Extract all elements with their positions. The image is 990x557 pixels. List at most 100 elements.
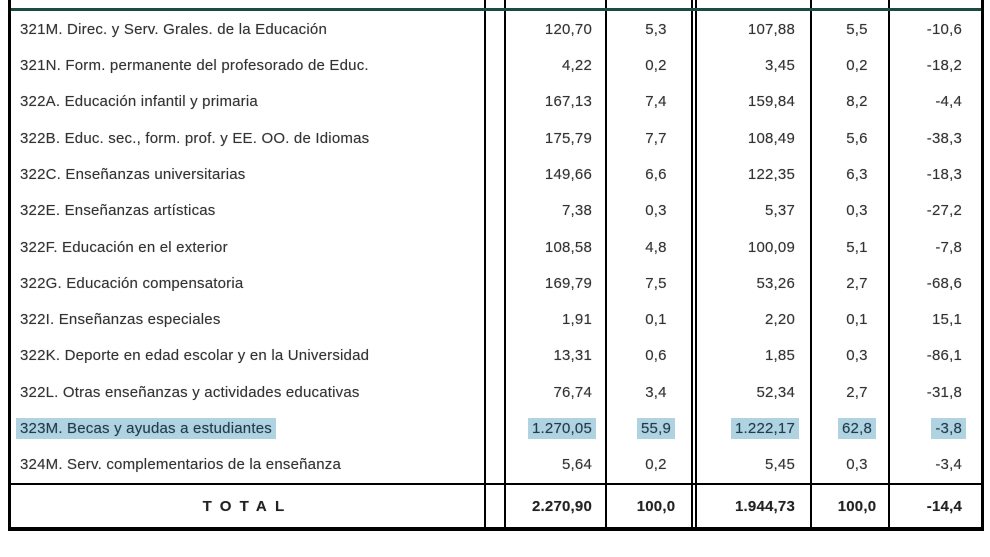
variation-value: -68,6 bbox=[926, 274, 962, 292]
amount-year2-value: 1,85 bbox=[765, 347, 795, 365]
amount-year1-value: 167,13 bbox=[544, 93, 592, 111]
percent-year2-value: 0,3 bbox=[846, 202, 868, 220]
percent-year1-cell: 3,4 bbox=[605, 374, 691, 411]
amount-year2-value: 159,84 bbox=[747, 93, 795, 111]
amount-year1-value: 5,64 bbox=[562, 456, 592, 474]
spacer-cell bbox=[484, 301, 504, 338]
percent-year1-cell: 55,9 bbox=[605, 410, 691, 447]
table-row: 322L. Otras enseñanzas y actividades edu… bbox=[11, 374, 981, 411]
amount-year2-cell: 100,09 bbox=[691, 228, 810, 266]
amount-year1-value: 108,58 bbox=[544, 238, 592, 256]
percent-year2-value: 5,5 bbox=[846, 20, 868, 38]
percent-year2-value: 0,3 bbox=[846, 347, 868, 365]
percent-year2-cell: 2,7 bbox=[810, 265, 888, 302]
amount-year1-cell: 13,31 bbox=[504, 337, 605, 375]
percent-year1-value: 0,6 bbox=[645, 347, 667, 365]
program-label: 323M. Becas y ayudas a estudiantes bbox=[16, 418, 276, 440]
variation-cell: 15,1 bbox=[888, 301, 981, 338]
amount-year1-cell: 149,66 bbox=[504, 156, 605, 193]
program-label-cell: 324M. Serv. complementarios de la enseña… bbox=[11, 447, 484, 483]
percent-year2-value: 8,2 bbox=[846, 93, 868, 111]
spacer-cell bbox=[484, 192, 504, 229]
variation-value: -7,8 bbox=[935, 238, 962, 256]
amount-year2-cell: 53,26 bbox=[691, 265, 810, 302]
program-label-cell: 322L. Otras enseñanzas y actividades edu… bbox=[11, 374, 484, 410]
table-row: 322G. Educación compensatoria 169,79 7,5… bbox=[11, 265, 981, 302]
percent-year2-cell: 6,3 bbox=[810, 156, 888, 193]
amount-year1-cell: 175,79 bbox=[504, 119, 605, 157]
amount-year2-value: 52,34 bbox=[756, 383, 795, 401]
percent-year1-value: 7,7 bbox=[645, 129, 667, 147]
program-label-cell: 322C. Enseñanzas universitarias bbox=[11, 156, 484, 192]
percent-year1-value: 0,2 bbox=[645, 56, 667, 74]
variation-value: -86,1 bbox=[926, 347, 962, 365]
table-row: 321N. Form. permanente del profesorado d… bbox=[11, 47, 981, 84]
table-row: 322A. Educación infantil y primaria 167,… bbox=[11, 83, 981, 120]
spacer-cell bbox=[484, 374, 504, 411]
amount-year2-cell: 5,45 bbox=[691, 446, 810, 484]
program-label-cell: 321M. Direc. y Serv. Grales. de la Educa… bbox=[11, 11, 484, 47]
total-amount-year1: 2.270,90 bbox=[504, 485, 605, 527]
amount-year2-cell: 122,35 bbox=[691, 156, 810, 193]
amount-year2-value: 5,37 bbox=[765, 202, 795, 220]
amount-year2-value: 2,20 bbox=[765, 311, 795, 329]
percent-year2-cell: 2,7 bbox=[810, 374, 888, 411]
spacer-cell bbox=[484, 228, 504, 266]
percent-year1-cell: 4,8 bbox=[605, 228, 691, 266]
header-fragment-cell bbox=[484, 0, 504, 8]
amount-year1-cell: 1,91 bbox=[504, 301, 605, 338]
table-row: 322I. Enseñanzas especiales 1,91 0,1 2,2… bbox=[11, 301, 981, 338]
amount-year1-cell: 76,74 bbox=[504, 374, 605, 411]
header-fragment-cell bbox=[691, 0, 810, 8]
variation-value: -3,8 bbox=[931, 418, 966, 440]
total-percent-year1: 100,0 bbox=[605, 485, 691, 527]
program-label-cell: 323M. Becas y ayudas a estudiantes bbox=[11, 410, 484, 446]
header-fragment-cell bbox=[810, 0, 888, 8]
program-label: 322C. Enseñanzas universitarias bbox=[20, 165, 246, 183]
spacer-cell bbox=[484, 119, 504, 157]
variation-cell: -18,3 bbox=[888, 156, 981, 193]
amount-year1-value: 120,70 bbox=[544, 20, 592, 38]
program-label-cell: 322F. Educación en el exterior bbox=[11, 229, 484, 265]
program-label: 322B. Educ. sec., form. prof. y EE. OO. … bbox=[20, 129, 370, 147]
percent-year1-value: 7,4 bbox=[645, 93, 667, 111]
variation-cell: -68,6 bbox=[888, 265, 981, 302]
amount-year1-cell: 120,70 bbox=[504, 11, 605, 48]
table-top-rule bbox=[11, 8, 981, 11]
percent-year2-cell: 0,3 bbox=[810, 192, 888, 229]
amount-year2-cell: 108,49 bbox=[691, 119, 810, 157]
percent-year1-cell: 0,3 bbox=[605, 192, 691, 229]
program-label: 321N. Form. permanente del profesorado d… bbox=[20, 56, 369, 74]
table-row: 322F. Educación en el exterior 108,58 4,… bbox=[11, 228, 981, 266]
percent-year2-cell: 8,2 bbox=[810, 83, 888, 120]
percent-year1-value: 0,2 bbox=[645, 456, 667, 474]
percent-year2-value: 6,3 bbox=[846, 165, 868, 183]
table-row-highlighted: 323M. Becas y ayudas a estudiantes 1.270… bbox=[11, 410, 981, 447]
percent-year1-value: 4,8 bbox=[645, 238, 667, 256]
variation-value: 15,1 bbox=[932, 311, 962, 329]
program-label: 322E. Enseñanzas artísticas bbox=[20, 202, 216, 220]
amount-year2-cell: 107,88 bbox=[691, 11, 810, 48]
percent-year2-value: 2,7 bbox=[846, 383, 868, 401]
program-label: 322A. Educación infantil y primaria bbox=[20, 93, 258, 111]
total-label-cell: TOTAL bbox=[11, 485, 484, 527]
amount-year2-value: 53,26 bbox=[756, 274, 795, 292]
percent-year1-value: 3,4 bbox=[645, 383, 667, 401]
percent-year1-value: 5,3 bbox=[645, 20, 667, 38]
percent-year2-cell: 62,8 bbox=[810, 410, 888, 447]
percent-year2-cell: 0,3 bbox=[810, 337, 888, 375]
budget-table: 321M. Direc. y Serv. Grales. de la Educa… bbox=[8, 0, 984, 531]
total-amount-year2-value: 1.944,73 bbox=[735, 497, 795, 515]
amount-year2-cell: 1.222,17 bbox=[691, 410, 810, 447]
total-spacer-cell bbox=[484, 485, 504, 527]
amount-year1-cell: 7,38 bbox=[504, 192, 605, 229]
total-label: TOTAL bbox=[202, 497, 293, 515]
program-label: 321M. Direc. y Serv. Grales. de la Educa… bbox=[20, 20, 327, 38]
percent-year2-cell: 0,1 bbox=[810, 301, 888, 338]
program-label-cell: 322A. Educación infantil y primaria bbox=[11, 84, 484, 120]
percent-year2-value: 5,1 bbox=[846, 238, 868, 256]
program-label-cell: 321N. Form. permanente del profesorado d… bbox=[11, 47, 484, 83]
percent-year2-value: 0,1 bbox=[846, 311, 868, 329]
amount-year1-cell: 108,58 bbox=[504, 228, 605, 266]
amount-year2-value: 5,45 bbox=[765, 456, 795, 474]
